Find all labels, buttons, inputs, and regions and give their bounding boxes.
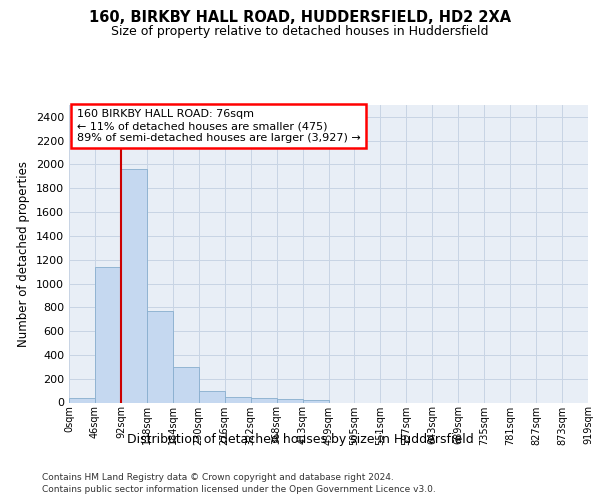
Bar (199, 390, 224, 402)
Text: Contains public sector information licensed under the Open Government Licence v3: Contains public sector information licen… (42, 485, 436, 494)
Text: Contains HM Land Registry data © Crown copyright and database right 2024.: Contains HM Land Registry data © Crown c… (42, 472, 394, 482)
Bar (173, 367, 199, 402)
Bar (302, 400, 329, 402)
Bar (251, 398, 277, 402)
Bar (147, 311, 173, 402)
Text: Size of property relative to detached houses in Huddersfield: Size of property relative to detached ho… (111, 25, 489, 38)
Bar (69, 398, 95, 402)
Text: 160 BIRKBY HALL ROAD: 76sqm
← 11% of detached houses are smaller (475)
89% of se: 160 BIRKBY HALL ROAD: 76sqm ← 11% of det… (77, 110, 361, 142)
Bar (225, 396, 251, 402)
Text: Distribution of detached houses by size in Huddersfield: Distribution of detached houses by size … (127, 432, 473, 446)
Text: 160, BIRKBY HALL ROAD, HUDDERSFIELD, HD2 2XA: 160, BIRKBY HALL ROAD, HUDDERSFIELD, HD2… (89, 10, 511, 25)
Bar (95, 267, 121, 402)
Y-axis label: Number of detached properties: Number of detached properties (17, 161, 31, 347)
Bar (121, 170, 147, 402)
Bar (277, 399, 302, 402)
